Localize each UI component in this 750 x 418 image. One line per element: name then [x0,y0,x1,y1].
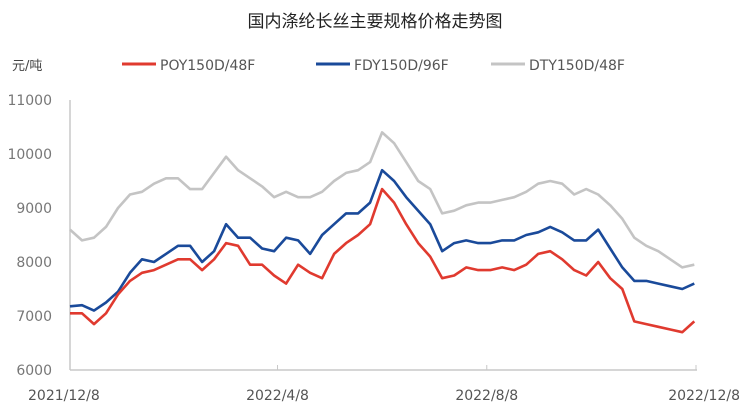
series-line-poy150d-48f [70,189,694,332]
chart-title: 国内涤纶长丝主要规格价格走势图 [248,12,503,32]
y-tick-label: 8000 [16,255,52,271]
legend-item: DTY150D/48F [491,58,625,74]
x-axis: 2021/12/8 2022/4/8 2022/8/8 2022/12/8 [28,365,740,404]
series-lines [70,132,694,332]
legend-label: POY150D/48F [160,58,255,74]
x-tick-label: 2021/12/8 [28,388,100,404]
y-tick-label: 11000 [7,93,52,109]
y-axis-unit-label: 元/吨 [12,59,42,74]
y-tick-label: 6000 [16,363,52,379]
y-tick-label: 7000 [16,309,52,325]
legend-label: FDY150D/96F [354,58,449,74]
x-tick-label: 2022/12/8 [668,388,740,404]
x-tick-label: 2022/8/8 [455,388,518,404]
legend: POY150D/48F FDY150D/96F DTY150D/48F [122,58,625,74]
y-tick-label: 10000 [7,147,52,163]
y-axis: 6000 7000 8000 9000 10000 11000 [7,93,52,379]
legend-item: POY150D/48F [122,58,255,74]
y-tick-label: 9000 [16,201,52,217]
legend-item: FDY150D/96F [316,58,449,74]
series-line-dty150d-48f [70,132,694,267]
x-tick-label: 2022/4/8 [246,388,309,404]
legend-label: DTY150D/48F [529,58,625,74]
